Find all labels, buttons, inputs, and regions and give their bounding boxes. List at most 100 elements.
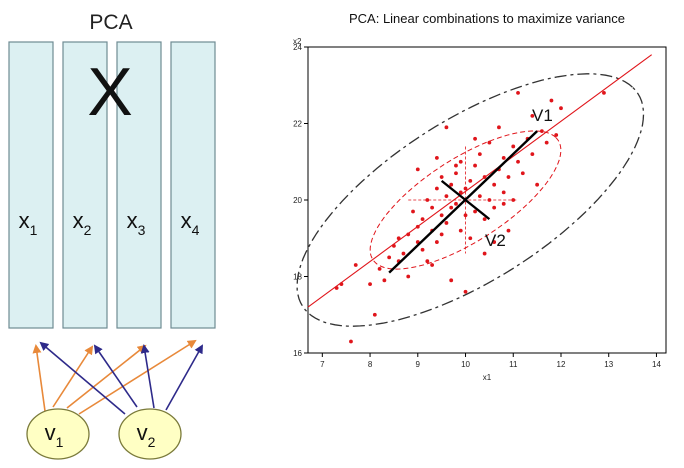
y-tick-label: 24 (293, 43, 302, 52)
component-label: v2 (137, 420, 156, 450)
reference-lines (307, 54, 653, 308)
data-point (434, 186, 439, 191)
column-label: x1 (19, 208, 38, 238)
component-oval (118, 408, 182, 460)
data-point (334, 286, 339, 290)
data-point (444, 125, 449, 130)
scatter-chart: PCA: Linear combinations to maximize var… (293, 11, 667, 382)
data-point (501, 156, 506, 160)
data-point (411, 209, 415, 214)
data-point (492, 182, 497, 187)
data-point (449, 205, 454, 210)
x-tick-label: 13 (604, 360, 613, 369)
arrow-v1-to-x3 (66, 344, 147, 409)
x-axis-label: x1 (483, 373, 492, 382)
data-point (420, 247, 425, 252)
data-point (434, 156, 439, 160)
data-point (492, 240, 497, 244)
data-point (406, 274, 411, 279)
data-point (463, 186, 468, 191)
column-box (8, 41, 54, 329)
component-oval (26, 408, 90, 460)
pc1-label: V1 (532, 106, 553, 125)
arrow-v2-to-x3 (140, 344, 155, 409)
data-point (530, 152, 535, 157)
data-point (516, 91, 520, 95)
column-label: x2 (73, 208, 92, 238)
pc2-axis (440, 179, 491, 221)
data-point (458, 228, 463, 233)
data-point (349, 339, 353, 344)
column-label-subscript: 2 (84, 222, 92, 238)
data-point (425, 259, 430, 264)
x-tick-label: 7 (320, 360, 325, 369)
data-point (468, 236, 473, 241)
data-point (487, 198, 492, 202)
data-point (516, 159, 520, 164)
data-point (473, 136, 477, 141)
data-point (401, 251, 406, 256)
data-point (559, 106, 563, 111)
data-point (473, 209, 477, 214)
chart-title: PCA: Linear combinations to maximize var… (349, 11, 625, 26)
data-point (549, 98, 554, 103)
column-label-subscript: 1 (30, 222, 38, 238)
data-point (501, 201, 506, 206)
data-point (506, 175, 511, 179)
data-point (511, 144, 516, 149)
data-point (368, 282, 372, 287)
data-point (377, 266, 382, 271)
data-point (387, 255, 392, 260)
data-point (463, 289, 468, 294)
data-point (415, 167, 420, 172)
principal-components: v1 v2 (26, 408, 182, 460)
x-tick-label: 9 (416, 360, 421, 369)
y-tick-label: 16 (293, 349, 302, 358)
data-point (434, 240, 439, 244)
data-point (382, 278, 387, 283)
column-label: x4 (181, 208, 200, 238)
data-point (482, 175, 487, 179)
component-label-base: v (45, 420, 56, 445)
arrow-v1-to-x4 (78, 339, 197, 415)
column-label-base: x (19, 208, 30, 233)
data-point (396, 236, 401, 241)
column-box (170, 41, 216, 329)
data-point (458, 159, 463, 164)
data-point (449, 182, 454, 187)
data-point (454, 201, 458, 206)
data-point (454, 171, 458, 176)
regression-line (307, 54, 653, 308)
data-point (520, 171, 525, 176)
data-point (444, 194, 449, 199)
component-label-subscript: 1 (56, 434, 64, 450)
data-point (492, 205, 497, 210)
pc2-label: V2 (485, 231, 506, 250)
column-label-base: x (127, 208, 138, 233)
y-tick-label: 20 (293, 196, 302, 205)
column-label: x3 (127, 208, 146, 238)
component-label-base: v (137, 420, 148, 445)
x-tick-label: 14 (652, 360, 661, 369)
matrix-symbol: X (87, 54, 132, 130)
data-point (372, 312, 377, 317)
data-point (439, 232, 444, 237)
data-point (444, 221, 449, 225)
data-point (477, 194, 482, 199)
ellipse-outer (296, 73, 645, 327)
data-point (425, 198, 430, 202)
data-point (468, 178, 473, 183)
matrix-column-x4: x4 (170, 41, 216, 329)
data-point (602, 91, 606, 95)
data-point (506, 228, 511, 233)
data-point (420, 217, 425, 222)
data-point (539, 129, 544, 134)
pc1-axis (388, 130, 538, 274)
data-point (392, 244, 396, 248)
x-tick-label: 10 (461, 360, 470, 369)
confidence-ellipses (296, 73, 645, 327)
component-label: v1 (45, 420, 64, 450)
data-point (454, 163, 458, 168)
schematic-title: PCA (89, 11, 132, 34)
